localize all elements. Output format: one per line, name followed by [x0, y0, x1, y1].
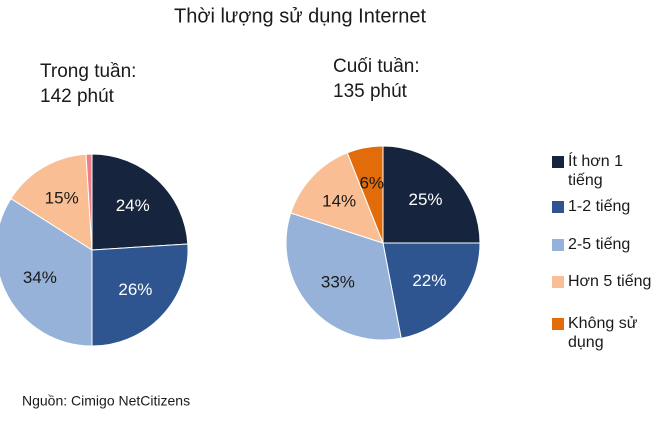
pie-title: Cuối tuần:: [333, 56, 420, 77]
slice-label: 15%: [45, 188, 79, 207]
pie-slice: [91, 243, 189, 347]
legend-label: Hơn 5 tiếng: [568, 273, 652, 290]
legend-swatch: [552, 201, 564, 213]
legend-swatch: [552, 318, 564, 330]
pie-slice: [346, 145, 384, 244]
source: Nguồn: Cimigo NetCitizens: [22, 393, 190, 409]
slice-label: 34%: [23, 268, 57, 287]
legend-swatch: [552, 156, 564, 168]
legend-swatch: [552, 276, 564, 288]
pie-subtitle: 142 phút: [40, 86, 115, 107]
pie-slice: [285, 212, 402, 341]
slice-label: 22%: [412, 271, 446, 290]
pie-title: Trong tuần:: [40, 61, 136, 82]
legend-label: 1-2 tiếng: [568, 198, 631, 215]
slice-label: 26%: [118, 280, 152, 299]
legend-label: 2-5 tiếng: [568, 236, 631, 253]
slice-label: 25%: [409, 190, 443, 209]
legend-swatch: [552, 239, 564, 251]
slice-label: 24%: [116, 196, 150, 215]
pie-slice: [382, 145, 481, 244]
slice-label: 33%: [321, 272, 355, 291]
pie-subtitle: 135 phút: [333, 81, 408, 102]
legend-label: Ít hơn 1 tiếng: [568, 153, 623, 189]
pie-slice: [85, 153, 93, 251]
chart-title: Thời lượng sử dụng Internet: [174, 5, 426, 27]
pie-slice: [10, 153, 93, 251]
pie-slice: [91, 153, 189, 251]
slice-label: 6%: [359, 173, 384, 192]
legend-label: Không sử dụng: [568, 315, 638, 351]
pie-slice: [382, 242, 481, 339]
pie-slice: [290, 152, 384, 244]
slice-label: 14%: [322, 191, 356, 210]
